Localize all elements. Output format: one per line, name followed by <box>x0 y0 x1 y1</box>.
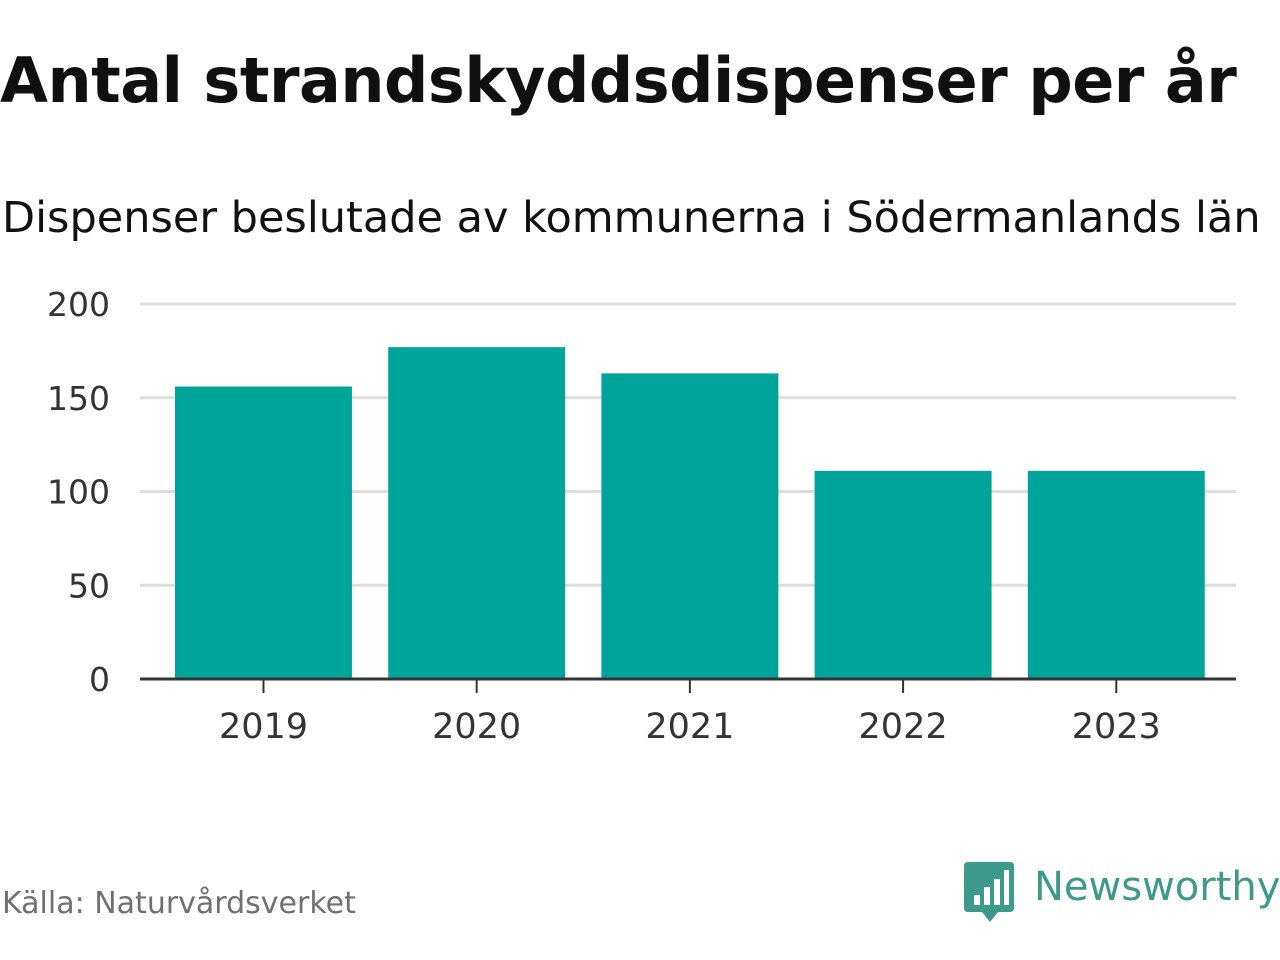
brand-name: Newsworthy <box>1034 864 1280 910</box>
brand-logo: Newsworthy <box>964 862 1280 924</box>
chart-title: Antal strandskyddsdispenser per år <box>0 44 1237 117</box>
bar-2019 <box>175 386 352 679</box>
bar-chart-bubble-icon <box>964 862 1014 922</box>
bars <box>175 347 1205 679</box>
y-tick-label: 0 <box>89 660 110 699</box>
x-tick-label: 2020 <box>432 707 521 747</box>
bar-2020 <box>388 347 566 679</box>
y-tick-label: 50 <box>68 566 110 605</box>
chart-subtitle: Dispenser beslutade av kommunerna i Söde… <box>2 193 1261 243</box>
source-note: Källa: Naturvårdsverket <box>2 886 356 921</box>
bar-2021 <box>601 373 779 679</box>
x-tick-label: 2022 <box>859 707 948 747</box>
bar-2022 <box>814 470 992 679</box>
y-tick-label: 200 <box>47 285 110 324</box>
y-tick-label: 100 <box>47 473 110 512</box>
y-axis-ticks: 0 50 100 150 200 <box>47 285 110 699</box>
x-tick-label: 2021 <box>645 707 734 747</box>
x-tick-label: 2019 <box>219 707 308 747</box>
x-axis-ticks: 2019 2020 2021 2022 2023 <box>219 679 1161 747</box>
x-tick-label: 2023 <box>1072 707 1161 747</box>
y-tick-label: 150 <box>47 379 110 418</box>
bar-2023 <box>1027 470 1205 679</box>
